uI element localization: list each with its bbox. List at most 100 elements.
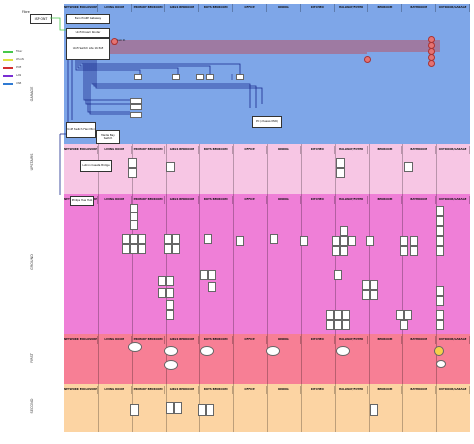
legend-swatch	[3, 51, 13, 53]
col-header: HALLWAY/FOYER	[335, 196, 369, 204]
legend-swatch	[3, 59, 13, 61]
hue-device-card	[172, 244, 180, 254]
legend-usb: USB	[3, 80, 24, 88]
col-header: BEDROOM	[368, 4, 403, 12]
col-header: NETWORK ENCLOSURE	[64, 336, 98, 344]
hue-hub-box: Philips Hue Hub	[70, 196, 94, 206]
col-header: KITCHEN	[301, 386, 335, 394]
camera-dot	[428, 60, 435, 67]
col-header: OFFICE	[233, 336, 267, 344]
col-header: KITCHEN	[301, 4, 335, 12]
col-header: OFFICE	[233, 146, 267, 154]
col-header: PRIMARY BEDROOM	[132, 4, 166, 12]
hue-device-card	[122, 234, 130, 244]
hue-device-card	[436, 246, 444, 256]
hue-device-card	[436, 216, 444, 226]
zigbee-device	[266, 346, 280, 356]
hue-device-card	[164, 234, 172, 244]
col-header: BATHROOM	[402, 4, 437, 12]
hue-device-card	[404, 310, 412, 320]
col-header: GIRLS BEDROOM	[165, 196, 200, 204]
device-card	[166, 402, 174, 414]
device-card	[130, 98, 142, 104]
col-header: HALLWAY/FOYER	[335, 4, 369, 12]
col-header: BEDROOM	[368, 386, 403, 394]
legend-lan: LAN	[3, 72, 24, 80]
device-card	[128, 158, 137, 168]
device-card	[236, 74, 244, 80]
legend-wlan: WLAN	[3, 56, 24, 64]
hue-device-card	[166, 288, 174, 298]
hue-device-card	[326, 320, 334, 330]
col-header: BOYS BEDROOM	[199, 4, 234, 12]
hue-device-card	[340, 246, 348, 256]
col-header: OFFICE	[233, 196, 267, 204]
hue-device-card	[208, 270, 216, 280]
lan-wire	[87, 58, 130, 113]
hue-device-card	[166, 276, 174, 286]
hue-device-card	[236, 236, 244, 246]
camera-dot	[364, 56, 371, 63]
doorbell-box: Media Bay Switch	[96, 130, 120, 144]
col-header: DINING	[267, 386, 301, 394]
lan-wire	[89, 58, 130, 115]
col-header: DINING	[267, 196, 301, 204]
col-header: PRIMARY BEDROOM	[132, 196, 166, 204]
hue-device-card	[332, 236, 340, 246]
col-header: BATHROOM	[402, 336, 437, 344]
hue-device-card	[130, 234, 138, 244]
hue-device-card	[164, 244, 172, 254]
zigbee-device	[336, 346, 350, 356]
col-header: GIRLS BEDROOM	[165, 336, 200, 344]
lan-wire	[77, 58, 179, 74]
device-card	[336, 158, 345, 168]
isp-fibre-label: Fibre	[22, 10, 30, 14]
hue-device-card	[334, 270, 342, 280]
device-card	[196, 74, 204, 80]
hue-device-card	[130, 220, 138, 230]
hue-device-card	[158, 276, 166, 286]
zigbee-device	[128, 342, 142, 352]
hue-device-card	[436, 320, 444, 330]
device-card	[206, 404, 214, 416]
hue-device-card	[204, 234, 212, 244]
col-header: BATHROOM	[402, 386, 437, 394]
col-header: OUTDOOR/GARAGE	[436, 386, 470, 394]
hue-device-card	[366, 236, 374, 246]
legend-swatch	[3, 75, 13, 77]
device-card	[336, 168, 345, 178]
hue-device-card	[436, 226, 444, 236]
hue-device-card	[436, 310, 444, 320]
hue-device-card	[362, 280, 370, 290]
col-header: GIRLS BEDROOM	[165, 386, 200, 394]
lan-wire	[79, 58, 211, 74]
col-header: BOYS BEDROOM	[199, 336, 234, 344]
device-card	[198, 404, 206, 416]
col-header: PRIMARY BEDROOM	[132, 386, 166, 394]
hue-device-card	[410, 236, 418, 246]
device-card	[174, 402, 182, 414]
hue-device-card	[138, 234, 146, 244]
col-header: DINING	[267, 146, 301, 154]
lan-wire	[75, 58, 141, 74]
zigbee-device	[436, 360, 446, 368]
legend-fiber: Fiber	[3, 48, 24, 56]
camera-dot	[111, 38, 118, 45]
header-row-other: NETWORK ENCLOSURE LIVING ROOM PRIMARY BE…	[64, 386, 470, 394]
col-header: DINING	[267, 4, 301, 12]
hue-device-card	[436, 286, 444, 296]
col-header: HALLWAY/FOYER	[335, 146, 369, 154]
col-header: NETWORK ENCLOSURE	[64, 146, 98, 154]
router-box: Unifi Dream Router	[66, 28, 110, 38]
lan-wire	[93, 58, 257, 108]
device-card	[206, 74, 214, 80]
zigbee-device	[164, 360, 178, 370]
device-card	[370, 404, 378, 416]
hue-device-card	[436, 296, 444, 306]
hue-device-card	[200, 270, 208, 280]
col-header: OFFICE	[233, 4, 267, 12]
hue-device-card	[348, 236, 356, 246]
col-header: OUTDOOR/GARAGE	[436, 4, 470, 12]
